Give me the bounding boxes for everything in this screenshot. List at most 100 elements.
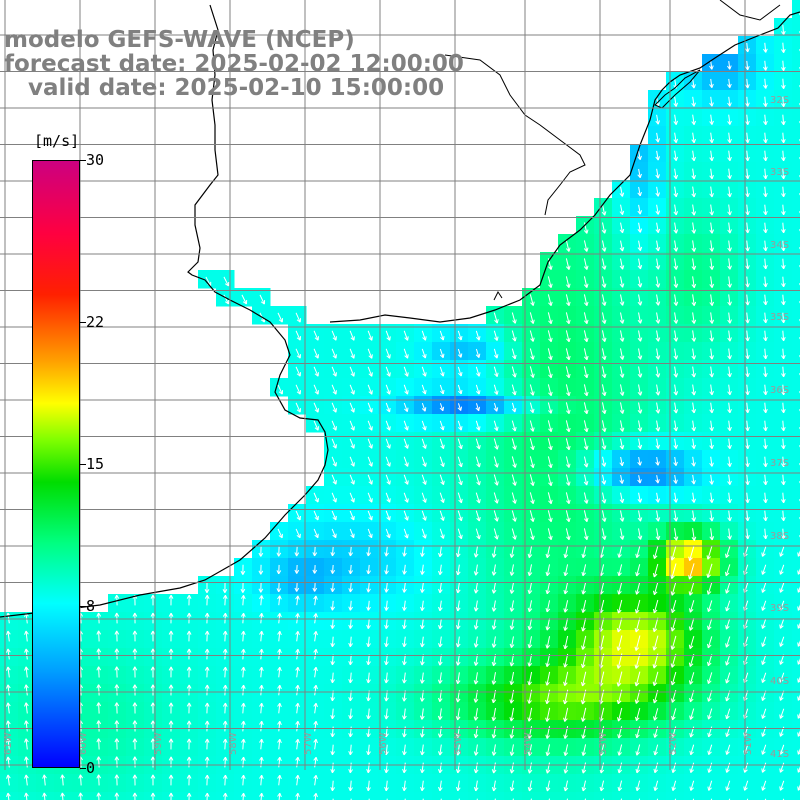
wind-arrow: [384, 600, 389, 611]
wind-arrow: [457, 510, 463, 522]
wind-cell: [396, 792, 415, 800]
lon-label: 56W: [378, 732, 389, 755]
wind-arrow: [547, 402, 553, 414]
wind-arrow: [545, 780, 551, 792]
wind-arrow: [348, 708, 353, 720]
wind-arrow: [150, 774, 156, 786]
wind-arrow: [6, 648, 11, 660]
wind-arrow: [385, 384, 391, 395]
wind-arrow: [240, 792, 246, 800]
wind-arrow: [277, 648, 282, 660]
lat-label: 36S: [770, 385, 789, 396]
wind-cell: [792, 432, 800, 451]
wind-arrow: [384, 672, 389, 684]
coastline-uruguay-north: [0, 4, 329, 618]
wind-cell: [792, 414, 800, 433]
wind-arrow: [473, 744, 479, 756]
wind-arrow: [691, 294, 697, 307]
wind-arrow: [457, 366, 463, 377]
colorbar-tickmark: [80, 160, 86, 161]
wind-arrow: [745, 348, 750, 360]
wind-arrow: [491, 582, 497, 594]
colorbar-gradient: [32, 160, 80, 768]
wind-arrow: [132, 738, 138, 750]
wind-arrow: [438, 564, 443, 576]
wind-arrow: [781, 276, 786, 288]
wind-arrow: [132, 612, 138, 624]
wind-arrow: [402, 636, 407, 648]
wind-arrow: [491, 636, 497, 648]
coastline-inland: [444, 54, 586, 216]
wind-arrow: [547, 438, 553, 451]
wind-arrow: [529, 402, 535, 414]
wind-arrow: [223, 276, 230, 287]
wind-arrow: [240, 612, 246, 624]
wind-arrow: [529, 492, 535, 505]
wind-arrow: [348, 762, 353, 774]
wind-arrow: [529, 384, 535, 396]
wind-arrow: [706, 545, 713, 560]
wind-arrow: [312, 546, 318, 557]
wind-arrow: [511, 456, 517, 468]
wind-arrow: [761, 744, 767, 755]
wind-arrow: [781, 456, 786, 468]
wind-arrow: [313, 402, 319, 413]
wind-arrow: [781, 492, 786, 504]
wind-arrow: [709, 186, 714, 198]
wind-arrow: [673, 510, 679, 522]
wind-arrow: [691, 402, 697, 414]
lat-label: 38S: [770, 531, 789, 542]
wind-cell: [792, 594, 800, 613]
lon-label: 60W: [78, 732, 89, 755]
wind-arrow: [616, 671, 623, 687]
wind-arrow: [493, 420, 499, 431]
wind-arrow: [366, 618, 371, 629]
wind-arrow: [601, 258, 607, 270]
wind-arrow: [96, 720, 102, 732]
wind-arrow: [511, 330, 517, 342]
colorbar-tick-label: 15: [86, 455, 105, 473]
wind-arrow: [563, 653, 569, 668]
wind-arrow: [348, 564, 354, 575]
wind-arrow: [635, 564, 641, 577]
wind-arrow: [349, 510, 355, 521]
wind-arrow: [547, 528, 553, 541]
wind-arrow: [313, 595, 318, 606]
wind-arrow: [295, 595, 300, 606]
wind-arrow: [634, 671, 641, 687]
wind-arrow: [457, 384, 463, 395]
wind-arrow: [168, 738, 174, 750]
wind-arrow: [331, 438, 337, 449]
wind-arrow: [671, 744, 677, 756]
wind-arrow: [420, 672, 425, 684]
wind-arrow: [222, 630, 228, 642]
wind-arrow: [222, 648, 228, 660]
wind-arrow: [616, 707, 623, 722]
wind-arrow: [673, 240, 679, 252]
wind-arrow: [475, 330, 481, 341]
wind-arrow: [583, 528, 589, 541]
wind-arrow: [673, 258, 679, 270]
wind-arrow: [637, 312, 643, 324]
wind-arrow: [635, 744, 641, 756]
wind-cell: [792, 162, 800, 181]
wind-arrow: [259, 756, 264, 768]
wind-arrow: [6, 720, 11, 732]
wind-arrow: [727, 132, 732, 144]
wind-cell: [792, 684, 800, 703]
wind-arrow: [709, 384, 714, 396]
wind-arrow: [457, 420, 463, 431]
wind-arrow: [761, 672, 767, 683]
wind-arrow: [529, 438, 535, 451]
wind-arrow: [437, 654, 443, 666]
wind-arrow: [655, 132, 660, 143]
wind-arrow: [565, 528, 571, 541]
wind-arrow: [673, 330, 679, 342]
wind-arrow: [240, 630, 246, 642]
wind-arrow: [670, 635, 677, 650]
wind-arrow: [473, 654, 479, 666]
wind-arrow: [420, 564, 425, 575]
wind-arrow: [295, 312, 302, 323]
wind-arrow: [402, 654, 407, 666]
wind-cell: [540, 792, 559, 800]
